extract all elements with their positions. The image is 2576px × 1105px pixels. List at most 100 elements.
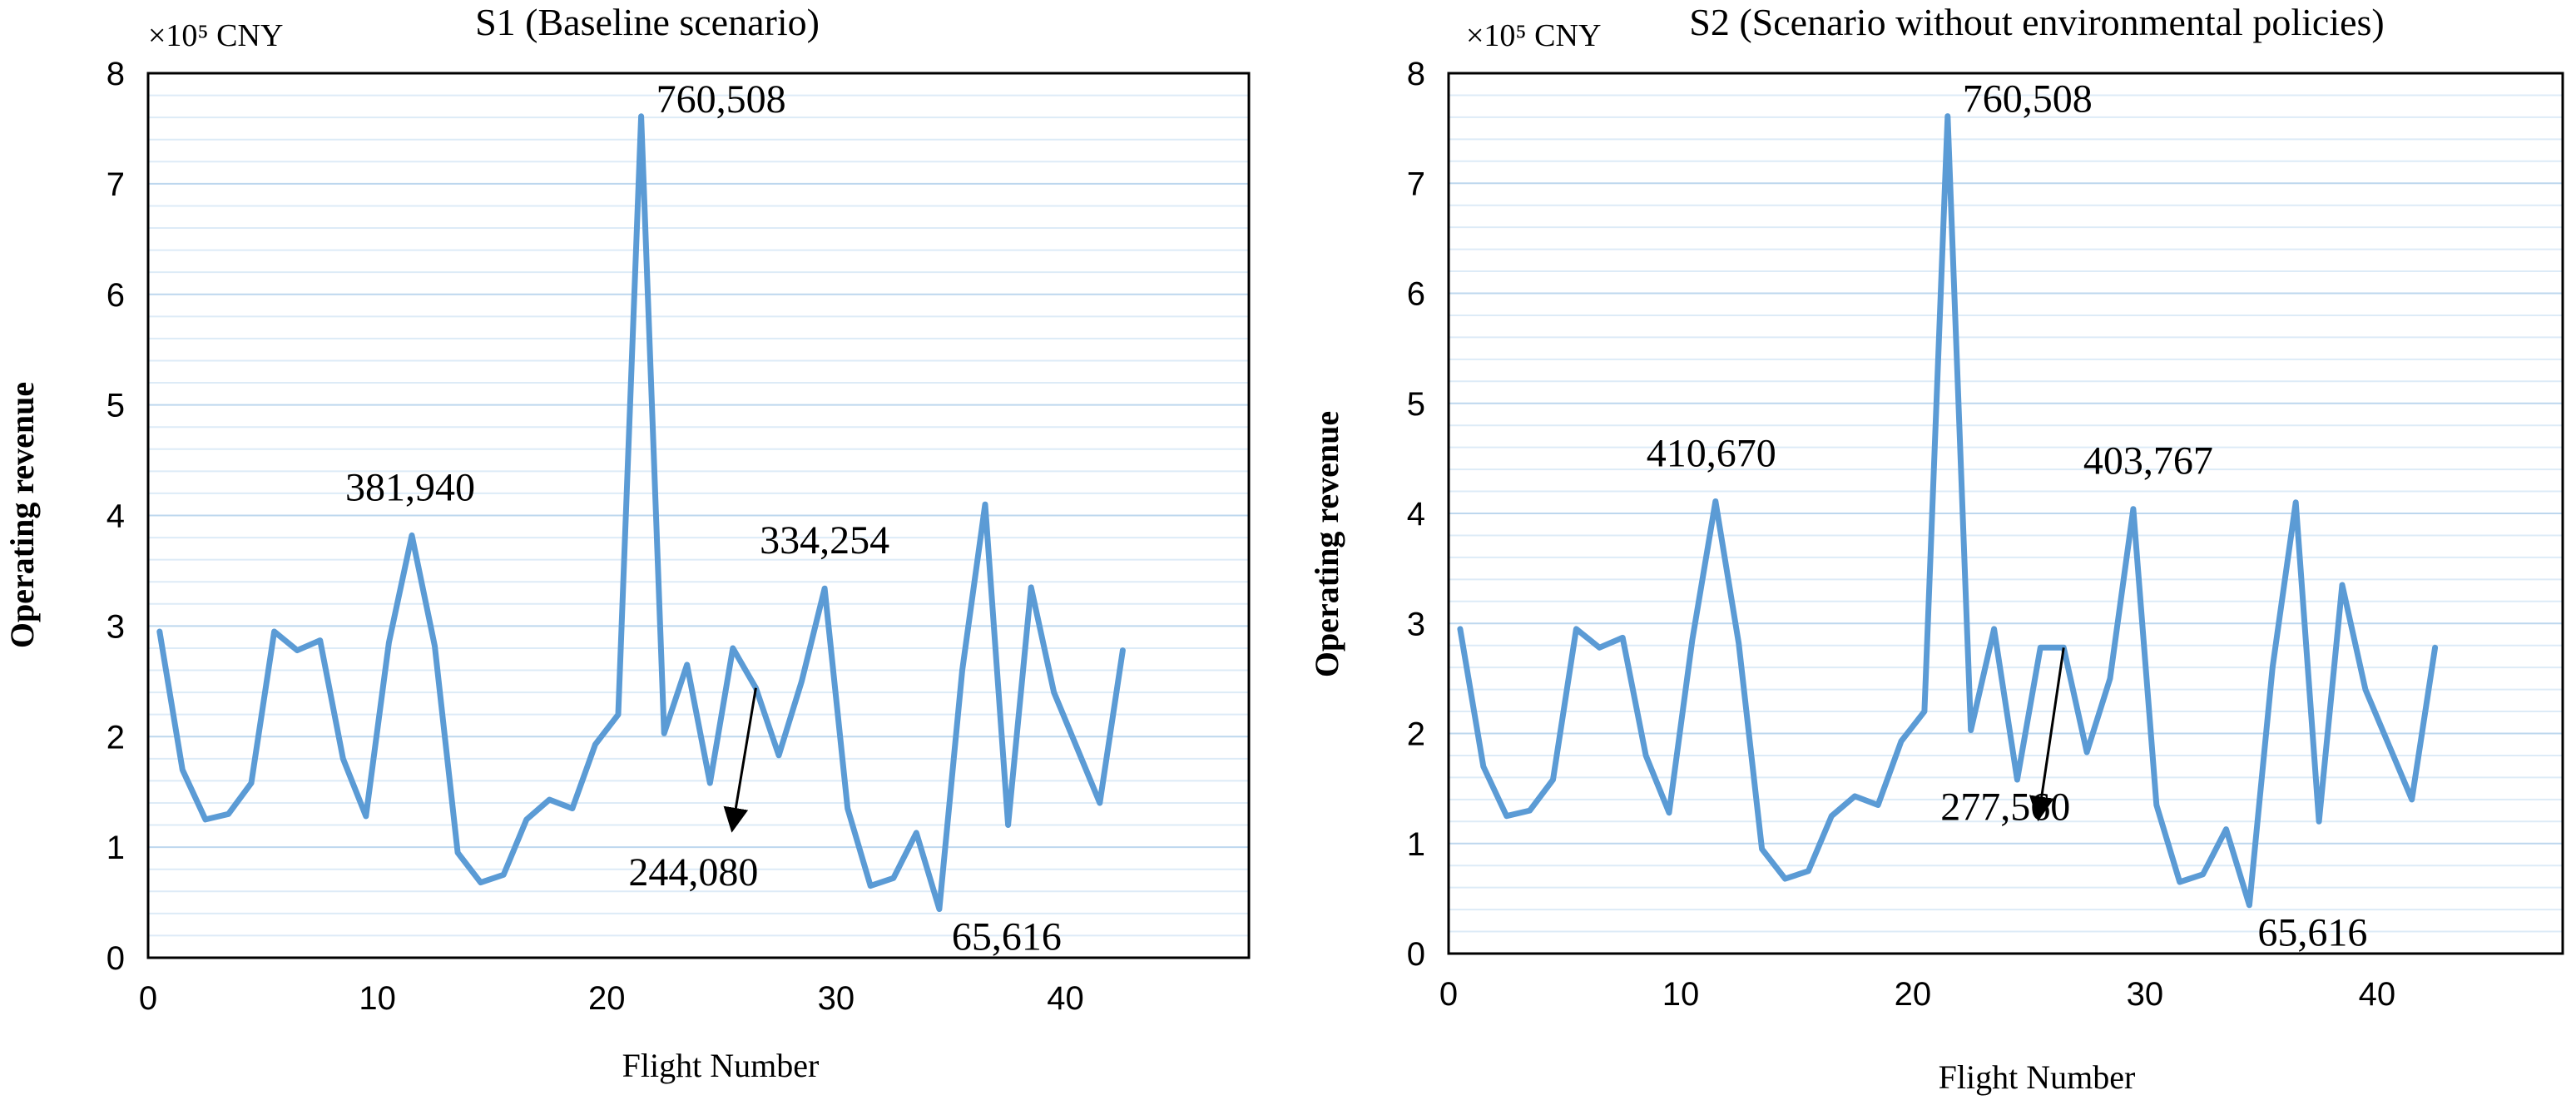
data-point bbox=[2341, 584, 2343, 586]
x-tick-label: 0 bbox=[1439, 976, 1458, 1013]
annotations: 410,670 760,508 403,767 277,560 65,616 bbox=[1647, 77, 2368, 955]
data-label: 403,767 bbox=[2083, 439, 2213, 483]
data-point bbox=[2039, 647, 2041, 648]
data-label: 760,508 bbox=[656, 77, 786, 121]
data-point bbox=[1122, 650, 1123, 652]
annotation-arrow bbox=[2029, 647, 2065, 822]
x-tick-label: 30 bbox=[2127, 976, 2164, 1013]
data-label: 65,616 bbox=[952, 914, 1062, 959]
y-tick-label: 0 bbox=[1407, 936, 1425, 973]
data-point bbox=[434, 645, 436, 647]
data-point bbox=[778, 755, 780, 756]
data-point bbox=[480, 882, 482, 884]
grid-lines bbox=[148, 94, 1249, 937]
data-point bbox=[2202, 874, 2204, 875]
annotations: 381,940 760,508 334,254 244,080 65,616 bbox=[345, 77, 1062, 959]
data-point bbox=[411, 534, 413, 536]
x-tick-label: 20 bbox=[1895, 976, 1932, 1013]
y-tick-label: 8 bbox=[1407, 56, 1425, 92]
x-tick-label: 40 bbox=[1047, 980, 1084, 1017]
data-series bbox=[156, 113, 1126, 912]
y-tick-label: 7 bbox=[107, 166, 125, 203]
x-tick-labels: 0 10 20 30 40 bbox=[139, 980, 1084, 1017]
data-label: 410,670 bbox=[1647, 431, 1776, 475]
data-point bbox=[2318, 820, 2320, 822]
y-tick-label: 8 bbox=[107, 56, 125, 92]
y-tick-labels: 0 1 2 3 4 5 6 7 8 bbox=[1407, 56, 1425, 973]
data-point bbox=[1970, 730, 1972, 731]
chart-panel-s2: S2 (Scenario without environmental polic… bbox=[1308, 1, 2564, 1096]
data-point bbox=[250, 782, 252, 784]
data-point bbox=[1506, 815, 1508, 817]
y-tick-label: 5 bbox=[107, 388, 125, 424]
data-point bbox=[1830, 815, 1832, 817]
data-point bbox=[1738, 642, 1740, 644]
y-tick-label: 5 bbox=[1407, 386, 1425, 423]
data-label: 760,508 bbox=[1963, 77, 2093, 121]
data-point bbox=[984, 503, 986, 505]
data-point bbox=[893, 877, 894, 879]
data-point bbox=[1715, 500, 1717, 502]
data-point bbox=[1575, 628, 1577, 630]
chart-title: S1 (Baseline scenario) bbox=[475, 1, 820, 43]
data-point bbox=[181, 769, 183, 771]
x-tick-label: 40 bbox=[2359, 976, 2396, 1013]
chart-panel-s1: S1 (Baseline scenario) ×10⁵ CNY Flight N… bbox=[3, 1, 1251, 1084]
series-line bbox=[156, 113, 1126, 912]
data-point bbox=[709, 782, 711, 784]
data-point bbox=[548, 799, 550, 800]
y-tick-label: 4 bbox=[1407, 496, 1425, 533]
data-point bbox=[1459, 628, 1461, 630]
chart-title: S2 (Scenario without environmental polic… bbox=[1689, 1, 2384, 43]
data-point bbox=[296, 650, 298, 652]
data-label: 244,080 bbox=[628, 850, 758, 894]
data-label: 277,560 bbox=[1940, 785, 2070, 829]
data-point bbox=[594, 744, 596, 746]
data-point bbox=[1784, 878, 1786, 880]
data-point bbox=[617, 714, 619, 716]
x-tick-label: 10 bbox=[359, 980, 396, 1017]
data-point bbox=[1645, 755, 1647, 756]
y-tick-label: 1 bbox=[107, 830, 125, 866]
data-point bbox=[526, 819, 528, 820]
data-point bbox=[1099, 802, 1101, 804]
x-tick-label: 10 bbox=[1662, 976, 1700, 1013]
plot-frame bbox=[146, 72, 1251, 959]
data-point bbox=[1529, 810, 1531, 811]
data-point bbox=[1924, 711, 1925, 712]
data-point bbox=[732, 647, 734, 649]
data-point bbox=[1053, 691, 1055, 693]
data-point bbox=[205, 819, 206, 820]
data-label: 381,940 bbox=[345, 465, 475, 509]
data-point bbox=[915, 832, 917, 834]
data-point bbox=[1483, 766, 1484, 767]
plot-frame bbox=[1447, 72, 2564, 955]
y-tick-label: 0 bbox=[107, 940, 125, 977]
data-point bbox=[2248, 904, 2250, 906]
y-tick-label: 1 bbox=[1407, 826, 1425, 863]
data-point bbox=[1668, 812, 1670, 814]
data-label: 65,616 bbox=[2257, 911, 2367, 955]
data-point bbox=[2226, 829, 2227, 830]
y-axis-label: Operating revenue bbox=[1308, 411, 1345, 677]
x-axis-label: Flight Number bbox=[1939, 1058, 2136, 1096]
y-tick-label: 4 bbox=[107, 498, 125, 535]
data-point bbox=[1807, 870, 1809, 872]
data-point bbox=[2179, 881, 2181, 883]
unit-label: ×10⁵ CNY bbox=[148, 18, 283, 53]
y-tick-label: 2 bbox=[107, 719, 125, 756]
data-point bbox=[961, 670, 963, 671]
data-point bbox=[1761, 848, 1763, 850]
y-tick-label: 2 bbox=[1407, 716, 1425, 753]
data-point bbox=[2388, 744, 2390, 746]
data-point bbox=[2271, 666, 2273, 668]
x-tick-labels: 0 10 20 30 40 bbox=[1439, 976, 2395, 1013]
data-point bbox=[342, 758, 344, 760]
y-tick-label: 7 bbox=[1407, 166, 1425, 202]
y-tick-label: 3 bbox=[1407, 606, 1425, 642]
annotation-arrow bbox=[723, 687, 757, 833]
data-point bbox=[2086, 751, 2088, 753]
y-axis-label: Operating revenue bbox=[3, 382, 41, 648]
data-label: 334,254 bbox=[760, 518, 889, 562]
